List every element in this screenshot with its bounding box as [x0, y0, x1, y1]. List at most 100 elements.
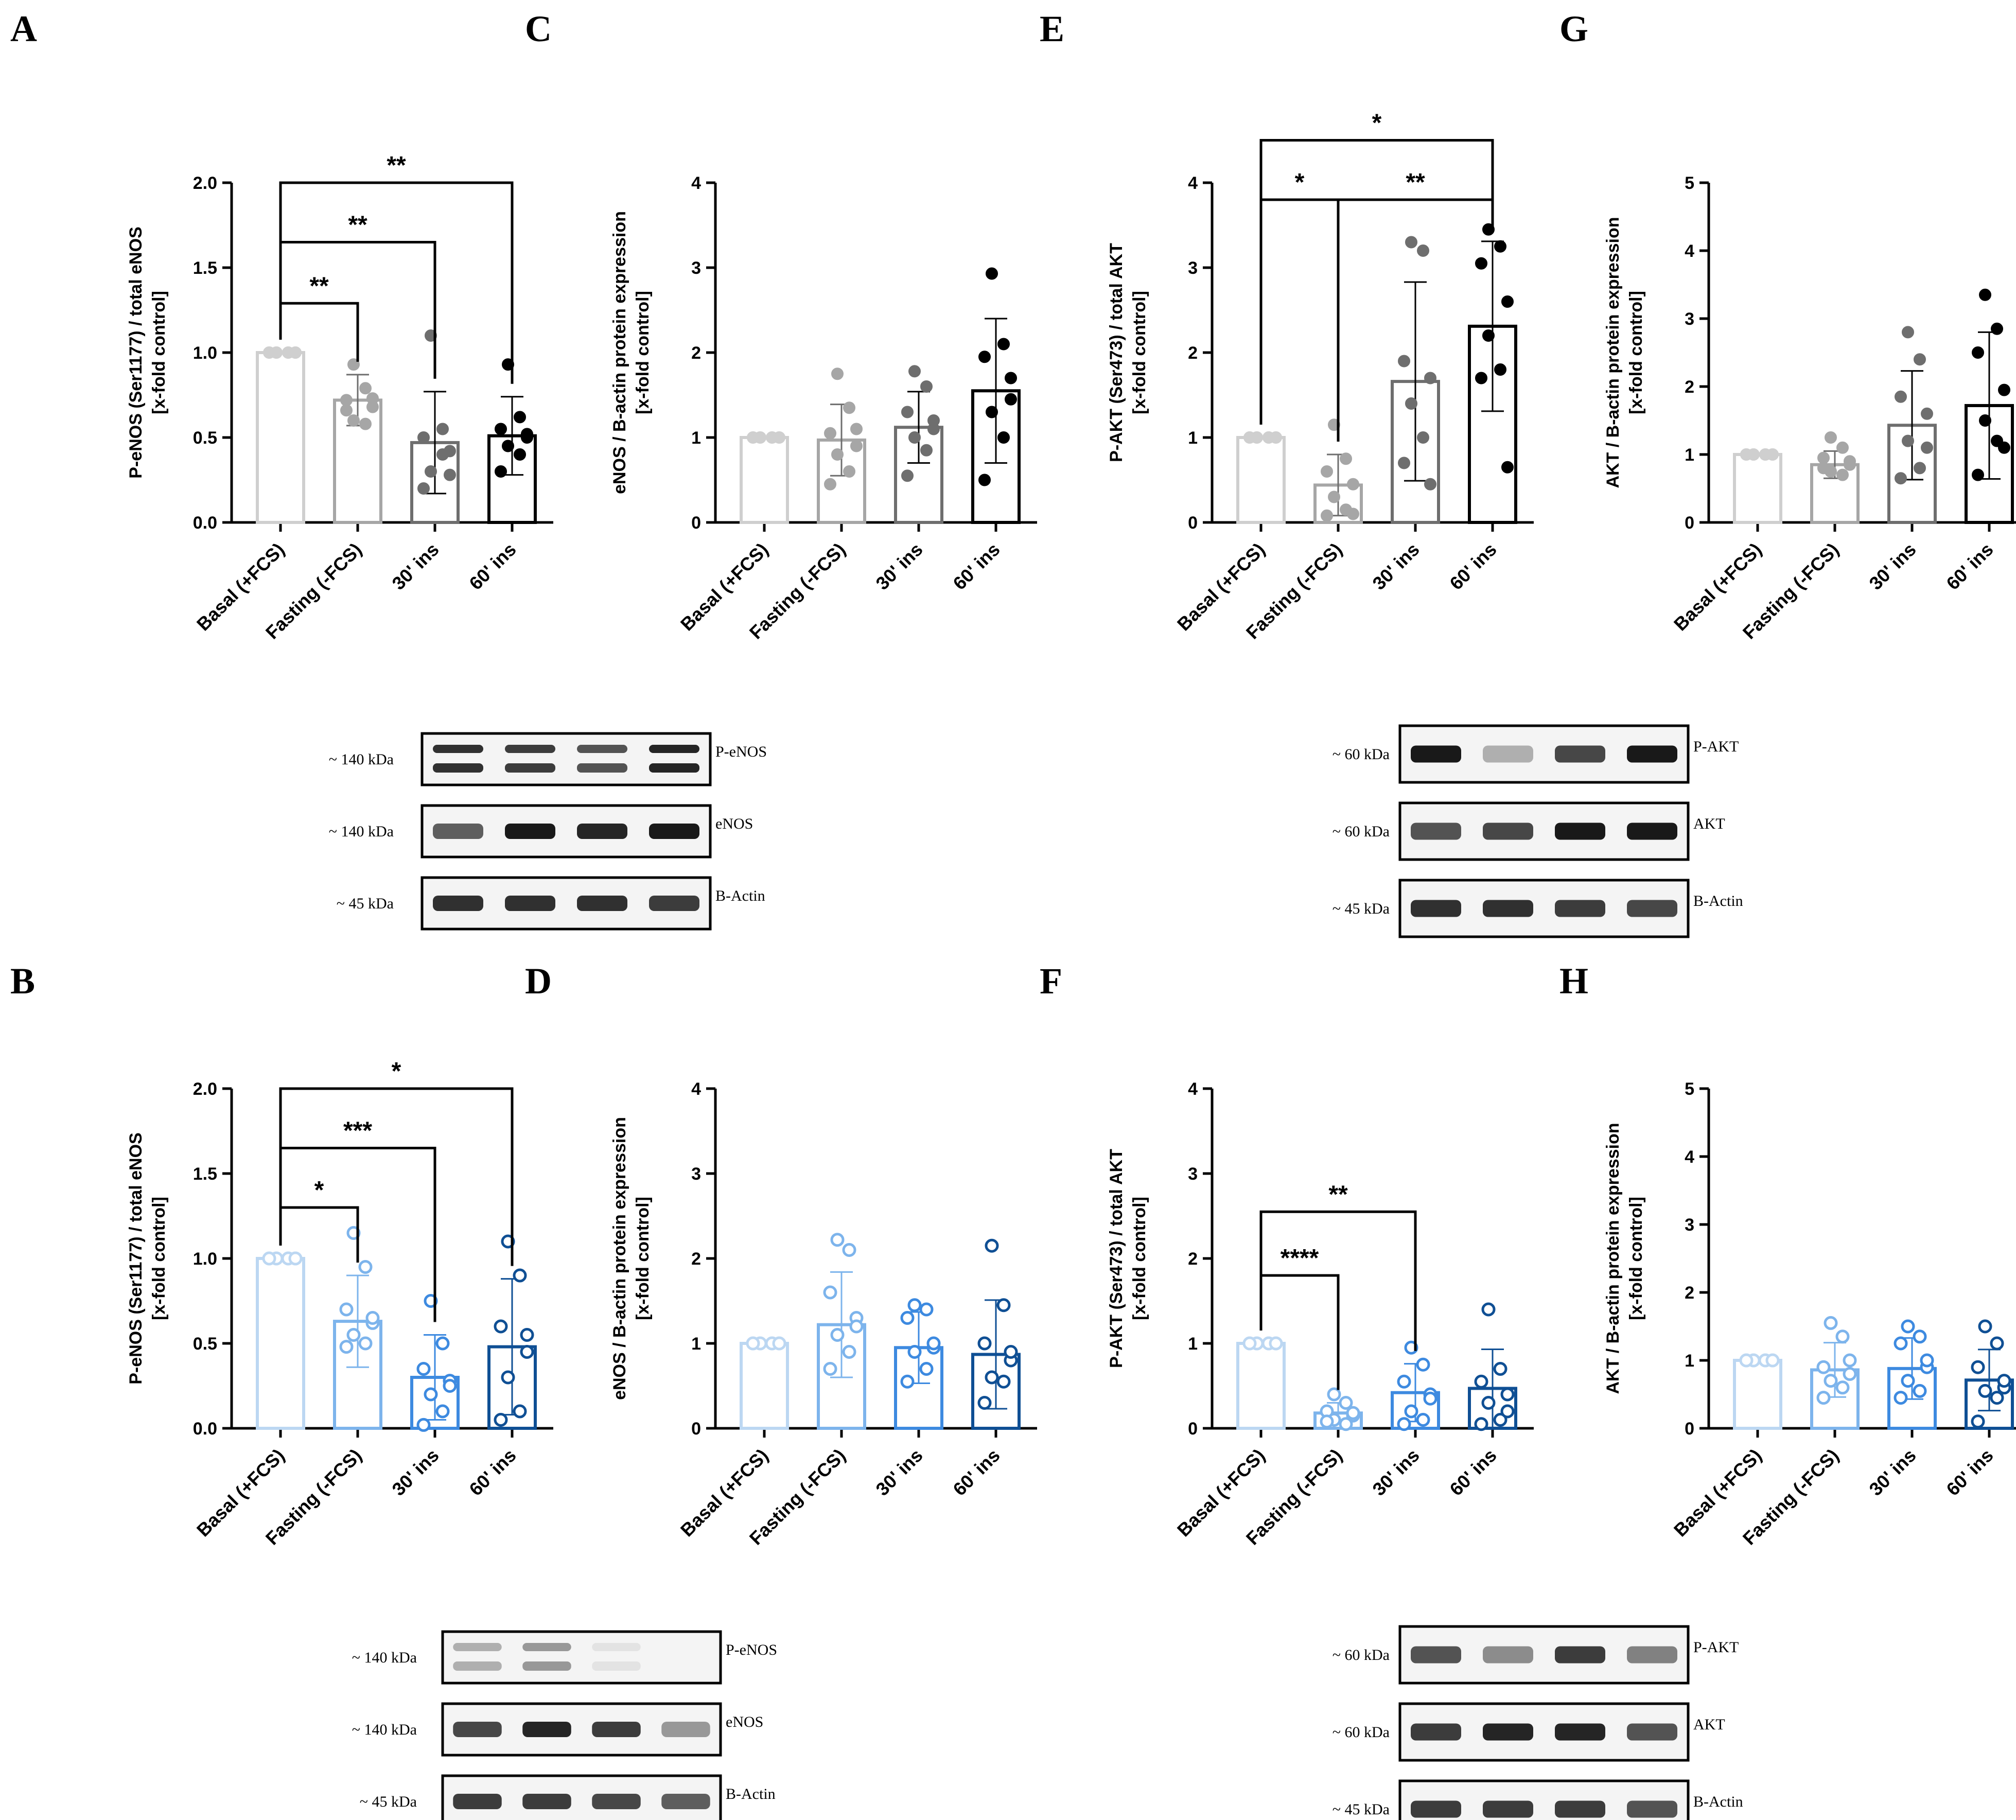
- data-point: [977, 1336, 992, 1351]
- panel-letter-C: C: [525, 8, 552, 49]
- y-tick-label: 2: [1685, 377, 1694, 397]
- data-point: [842, 1243, 856, 1257]
- data-point: [996, 1374, 1011, 1389]
- y-axis-label-unit: [x-fold control]: [1626, 291, 1646, 414]
- data-point: [1997, 1374, 2011, 1388]
- data-point: [1424, 478, 1436, 491]
- blot-size-label: ~ 140 kDa: [329, 823, 394, 840]
- data-point: [901, 406, 914, 418]
- blot-band: [1483, 1800, 1533, 1818]
- blot-size-label: ~ 140 kDa: [329, 751, 394, 768]
- bar-basal-fcs-: [256, 1257, 305, 1430]
- data-point: [340, 404, 353, 417]
- significance-bracket: [1259, 1274, 1340, 1390]
- blot-band: [1411, 1723, 1461, 1741]
- y-tick-label: 1.0: [193, 343, 217, 363]
- blot-band: [1627, 900, 1677, 917]
- y-tick-label: 0: [1188, 513, 1198, 533]
- blot-band: [1627, 1646, 1677, 1664]
- data-point: [978, 351, 991, 363]
- blot-band: [577, 763, 627, 773]
- significance-label: ****: [1281, 1245, 1319, 1272]
- data-point: [365, 1311, 380, 1325]
- x-category-label: 60' ins: [949, 539, 1004, 594]
- chart-panel-G: G 0 1 2 3 4 5 AKT / B-actin protein expression[…: [1559, 8, 2016, 643]
- blot-band: [453, 1661, 502, 1671]
- data-point: [831, 448, 844, 461]
- blot-band: [1555, 1723, 1605, 1741]
- y-tick-label: 4: [1188, 173, 1198, 193]
- blot-band: [505, 896, 555, 911]
- y-tick-label: 0: [691, 1419, 701, 1439]
- y-axis-label-unit: [x-fold control]: [149, 1197, 169, 1320]
- data-point: [1494, 240, 1506, 253]
- data-point: [435, 1336, 450, 1351]
- blot-size-label: ~ 45 kDa: [1333, 900, 1390, 917]
- blot-band: [1483, 1723, 1533, 1741]
- y-tick-label: 0: [691, 513, 701, 533]
- blot-band: [522, 1794, 571, 1809]
- data-point: [1835, 1380, 1850, 1395]
- data-point: [919, 1362, 934, 1376]
- significance-label: ***: [343, 1117, 372, 1145]
- bar-basal-fcs-: [1236, 1342, 1286, 1430]
- data-point: [1417, 431, 1429, 444]
- blot-band: [1555, 745, 1605, 763]
- chart-panel-A: A 0.0 0.5 1.0 1.5 2.0 P-eNOS (Ser1177) / total…: [10, 8, 553, 643]
- y-tick-label: 1.5: [193, 258, 217, 278]
- y-tick-label: 0: [1685, 1419, 1694, 1439]
- y-tick-label: 0.5: [193, 1334, 217, 1354]
- x-category-label: 30' ins: [871, 1445, 926, 1500]
- data-point: [436, 423, 449, 435]
- data-point: [772, 1336, 786, 1351]
- data-point: [502, 440, 514, 452]
- data-point: [1921, 407, 1933, 420]
- blot-band: [661, 1643, 710, 1651]
- y-tick-label: 5: [1685, 1079, 1694, 1099]
- data-point: [823, 1285, 837, 1300]
- y-tick-label: 3: [691, 258, 701, 278]
- y-axis-label-unit: [x-fold control]: [633, 291, 653, 414]
- y-tick-label: 5: [1685, 173, 1694, 193]
- blot-band: [522, 1643, 571, 1651]
- data-point: [977, 1396, 992, 1410]
- data-point: [830, 1328, 845, 1342]
- data-point: [927, 414, 940, 427]
- blot-top-enos: ~ 140 kDa P-eNOS ~ 140 kDa eNOS ~ 45 kDa B-Ac…: [329, 732, 767, 931]
- data-point: [1398, 457, 1410, 469]
- blot-band: [1555, 1646, 1605, 1664]
- data-point: [1494, 363, 1506, 376]
- significance-label: **: [387, 152, 406, 179]
- blot-band: [1411, 822, 1461, 840]
- blot-band: [433, 745, 483, 753]
- y-axis-label: AKT / B-actin protein expression: [1603, 1123, 1623, 1394]
- y-tick-label: 2: [1188, 1249, 1198, 1269]
- chart-panel-B: B 0.0 0.5 1.0 1.5 2.0 P-eNOS (Ser1177) / total…: [10, 960, 553, 1549]
- data-point: [436, 448, 449, 461]
- blot-size-label: ~ 45 kDa: [360, 1793, 417, 1810]
- y-tick-label: 1: [691, 428, 701, 448]
- data-point: [1920, 1353, 1934, 1368]
- data-point: [513, 1268, 527, 1283]
- data-point: [358, 1260, 373, 1274]
- blot-band: [592, 1643, 641, 1651]
- blot-protein-label: eNOS: [715, 815, 753, 832]
- data-point: [1894, 1391, 1908, 1405]
- x-category-label: 60' ins: [465, 539, 520, 594]
- y-tick-label: 0: [1685, 513, 1694, 533]
- data-point: [1416, 1357, 1430, 1372]
- data-point: [1817, 462, 1830, 475]
- data-point: [1836, 468, 1849, 481]
- data-point: [1914, 462, 1926, 475]
- data-point: [1824, 1374, 1838, 1388]
- y-axis-label: P-eNOS (Ser1177) / total eNOS: [126, 226, 146, 478]
- data-point: [1836, 441, 1849, 454]
- blot-size-label: ~ 60 kDa: [1333, 823, 1390, 840]
- significance-label: *: [392, 1058, 401, 1085]
- blot-band: [1627, 1800, 1677, 1818]
- data-point: [359, 382, 372, 395]
- blot-band: [1411, 1800, 1461, 1818]
- data-point: [1990, 1391, 2004, 1405]
- significance-label: *: [314, 1177, 324, 1204]
- data-point: [1347, 478, 1359, 491]
